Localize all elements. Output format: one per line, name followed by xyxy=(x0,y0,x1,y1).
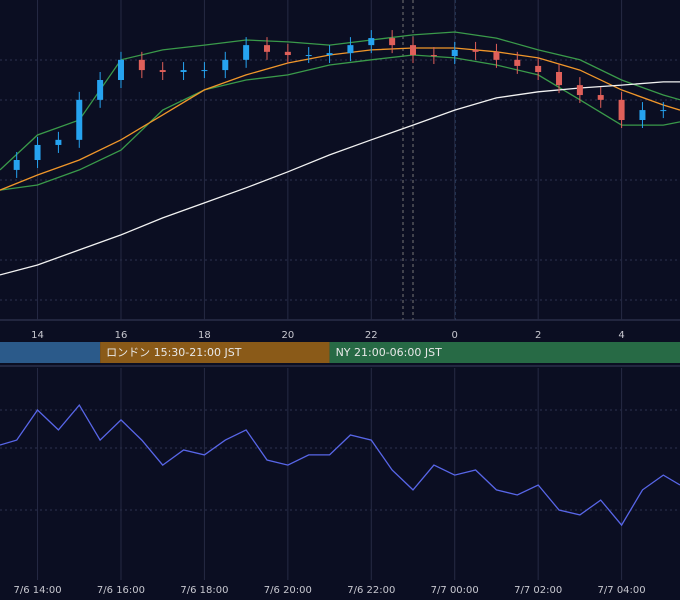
candle-body xyxy=(576,85,583,96)
x-tick-label: 7/7 04:00 xyxy=(598,585,646,596)
x-tick-label: 2 xyxy=(535,330,541,341)
x-tick-label: 7/6 20:00 xyxy=(264,585,312,596)
candle-body xyxy=(201,70,208,72)
x-tick-label: 7/6 16:00 xyxy=(97,585,145,596)
x-tick-label: 7/6 14:00 xyxy=(13,585,61,596)
candle-body xyxy=(410,45,417,56)
candle-body xyxy=(618,99,625,120)
session-label: NY 21:00-06:00 JST xyxy=(336,346,443,359)
session-band xyxy=(329,342,680,363)
x-tick-label: 14 xyxy=(31,330,44,341)
x-tick-label: 16 xyxy=(115,330,128,341)
x-tick-label: 22 xyxy=(365,330,378,341)
x-tick-label: 7/7 02:00 xyxy=(514,585,562,596)
candle-body xyxy=(472,49,479,52)
candle-body xyxy=(34,144,41,160)
candle-body xyxy=(389,38,396,46)
candle-body xyxy=(305,55,312,57)
candle-body xyxy=(284,51,291,56)
candle-body xyxy=(117,59,124,80)
candle-body xyxy=(326,53,333,56)
candle-body xyxy=(493,51,500,60)
candle-body xyxy=(660,110,667,112)
candle-body xyxy=(514,59,521,66)
candle-body xyxy=(243,45,250,60)
candle-body xyxy=(597,95,604,100)
candle-body xyxy=(222,59,229,71)
x-tick-label: 4 xyxy=(618,330,624,341)
x-tick-label: 7/6 18:00 xyxy=(180,585,228,596)
candle-body xyxy=(347,45,354,54)
x-tick-label: 0 xyxy=(452,330,458,341)
x-tick-label: 20 xyxy=(281,330,294,341)
candle-body xyxy=(368,38,375,46)
candle-body xyxy=(430,55,437,57)
session-band xyxy=(0,342,101,363)
candle-body xyxy=(76,99,83,140)
horizontal-grid xyxy=(0,59,680,511)
candle-body xyxy=(159,70,166,72)
candle-body xyxy=(13,160,20,170)
candle-body xyxy=(263,45,270,52)
candle-body xyxy=(97,80,104,100)
line-series xyxy=(0,81,680,276)
candle-body xyxy=(451,49,458,56)
x-tick-label: 7/6 22:00 xyxy=(347,585,395,596)
candle-body xyxy=(138,59,145,71)
line-series xyxy=(0,403,680,527)
session-label: ロンドン 15:30-21:00 JST xyxy=(106,346,242,359)
x-tick-label: 18 xyxy=(198,330,211,341)
candle-body xyxy=(180,70,187,72)
session-band xyxy=(100,342,330,363)
candle-body xyxy=(55,139,62,145)
candle-body xyxy=(556,72,563,86)
candle-body xyxy=(535,65,542,72)
candle-body xyxy=(639,110,646,120)
line-series xyxy=(0,54,680,191)
x-tick-label: 7/7 00:00 xyxy=(431,585,479,596)
